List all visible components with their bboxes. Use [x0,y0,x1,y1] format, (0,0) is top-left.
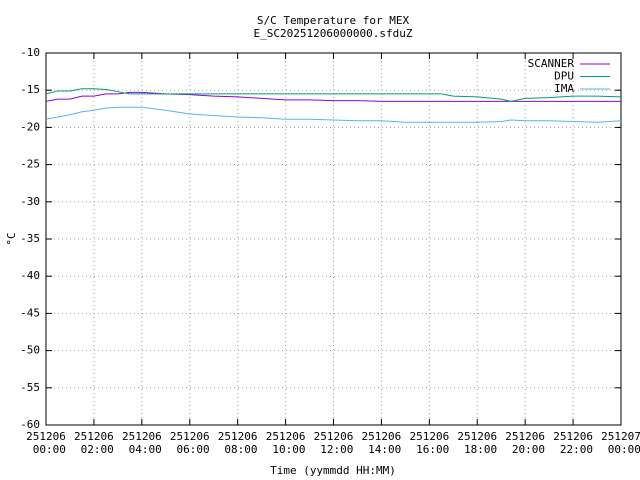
legend-label: IMA [554,82,574,95]
x-tick-label-line: 06:00 [170,443,210,456]
x-tick-label-line: 251206 [362,430,402,443]
legend-label: DPU [554,70,574,83]
chart-subtitle: E_SC20251206000000.sfduZ [254,27,413,40]
x-tick-label: 251206 04:00 [122,430,162,456]
y-tick-label: -15 [20,83,40,96]
x-tick-label-line: 16:00 [409,443,449,456]
series-line [45,88,622,102]
x-tick-label-line: 12:00 [314,443,354,456]
y-tick-label: -25 [20,158,40,171]
x-tick-label-line: 10:00 [266,443,306,456]
y-tick-label: -60 [20,418,40,431]
x-tick-label-line: 00:00 [601,443,640,456]
x-tick-label-line: 251207 [601,430,640,443]
x-tick-label-line: 20:00 [505,443,545,456]
x-tick-label: 251206 02:00 [74,430,114,456]
x-tick-label-line: 251206 [218,430,258,443]
x-tick-label-line: 251206 [314,430,354,443]
x-tick-label: 251206 16:00 [409,430,449,456]
x-tick-label-line: 18:00 [457,443,497,456]
x-tick-label-line: 251206 [505,430,545,443]
x-tick-label: 251206 14:00 [362,430,402,456]
y-tick-label: -50 [20,344,40,357]
x-tick-label: 251206 06:00 [170,430,210,456]
x-tick-label: 251206 00:00 [26,430,66,456]
y-tick-label: -30 [20,195,40,208]
x-tick-label-line: 00:00 [26,443,66,456]
x-tick-label: 251206 12:00 [314,430,354,456]
x-tick-label-line: 251206 [170,430,210,443]
plot-border [45,52,622,426]
x-tick-label-line: 251206 [26,430,66,443]
x-tick-label-line: 251206 [457,430,497,443]
x-axis-label: Time (yymmdd HH:MM) [270,464,396,477]
y-tick-label: -45 [20,306,40,319]
x-tick-label-line: 251206 [266,430,306,443]
x-tick-label: 251206 18:00 [457,430,497,456]
x-tick-label-line: 251206 [74,430,114,443]
y-tick-label: -40 [20,269,40,282]
x-tick-label: 251206 08:00 [218,430,258,456]
x-tick-label-line: 251206 [122,430,162,443]
y-tick-label: -35 [20,232,40,245]
x-tick-label-line: 251206 [409,430,449,443]
x-tick-label-line: 22:00 [553,443,593,456]
x-tick-label-line: 251206 [553,430,593,443]
y-tick-label: -20 [20,120,40,133]
x-tick-label: 251206 20:00 [505,430,545,456]
series-line [45,106,622,123]
x-tick-label: 251206 22:00 [553,430,593,456]
chart-title: S/C Temperature for MEX [257,14,410,27]
x-tick-label: 251207 00:00 [601,430,640,456]
x-tick-label-line: 02:00 [74,443,114,456]
legend-label: SCANNER [528,57,575,70]
x-tick-label: 251206 10:00 [266,430,306,456]
x-tick-label-line: 14:00 [362,443,402,456]
y-tick-label: -10 [20,46,40,59]
x-tick-label-line: 08:00 [218,443,258,456]
y-axis-label: °C [5,232,18,245]
x-tick-label-line: 04:00 [122,443,162,456]
y-tick-label: -55 [20,381,40,394]
